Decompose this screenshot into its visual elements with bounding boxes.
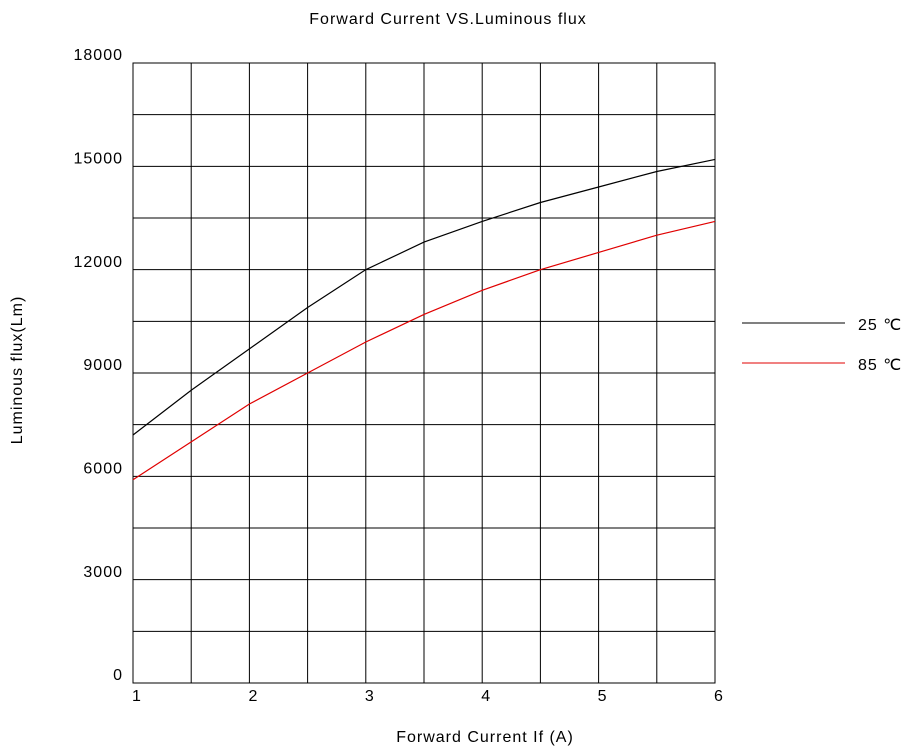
legend-label: 85 ℃ <box>858 357 902 374</box>
y-axis-label: Luminous flux(Lm) <box>9 296 26 445</box>
x-tick-label: 2 <box>248 688 258 705</box>
x-tick-label: 3 <box>365 688 375 705</box>
data-line <box>132 158 716 436</box>
x-tick-label: 5 <box>598 688 608 705</box>
y-tick-label: 0 <box>113 667 123 684</box>
y-tick-label: 15000 <box>74 151 124 168</box>
y-tick-label: 12000 <box>74 254 124 271</box>
data-line <box>132 220 716 481</box>
y-tick-label: 9000 <box>83 357 123 374</box>
x-tick-label: 4 <box>481 688 491 705</box>
y-tick-label: 18000 <box>74 47 124 64</box>
x-axis-label: Forward Current If (A) <box>396 729 574 746</box>
y-tick-label: 6000 <box>83 461 123 478</box>
x-tick-label: 6 <box>714 688 724 705</box>
chart-title: Forward Current VS.Luminous flux <box>309 11 586 28</box>
x-tick-label: 1 <box>132 688 142 705</box>
y-tick-label: 3000 <box>83 564 123 581</box>
legend-label: 25 ℃ <box>858 317 902 334</box>
